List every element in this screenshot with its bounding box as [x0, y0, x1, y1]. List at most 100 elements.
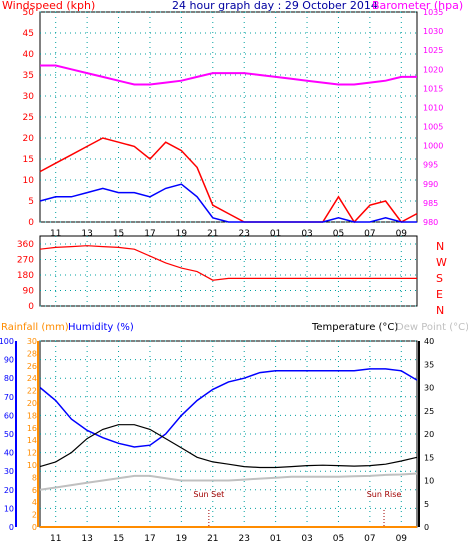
y-right-tick-label: 1015: [423, 84, 443, 93]
y-tick-label: 360: [17, 240, 34, 250]
compass-label: S: [436, 272, 443, 285]
legend-rainfall: Rainfall (mm): [1, 322, 69, 333]
y-tick-label: 20: [23, 134, 35, 144]
wind-axis-title: Windspeed (kph): [2, 0, 95, 12]
rainfall-tick-label: 14: [27, 436, 37, 445]
wind-direction-series: [39, 245, 417, 281]
y-right-tick-label: 985: [423, 199, 438, 208]
x-tick-label: 17: [144, 534, 155, 544]
wind-speed-line: [39, 183, 417, 223]
y-right-tick-label: 1000: [423, 142, 443, 151]
temperature-series: [39, 424, 418, 469]
y-right-tick-label: 995: [423, 161, 438, 170]
x-tick-label: 11: [50, 534, 61, 544]
wind-direction-line: [39, 245, 417, 281]
y-tick-label: 0: [28, 218, 34, 228]
temperature-tick-label: 10: [424, 477, 434, 486]
x-tick-label: 03: [301, 229, 312, 239]
wind-left-ticks: 0 5 10 15 20 25 30 35 40 45 50: [23, 8, 35, 228]
rainfall-tick-label: 2: [32, 511, 37, 520]
legend-dewpoint: Dew Point (°C): [396, 322, 468, 333]
direction-plot-frame: [39, 235, 418, 307]
dewpoint-line: [39, 472, 418, 491]
rainfall-tick-label: 30: [27, 337, 37, 346]
barometer-series: [40, 64, 417, 86]
y-tick-label: 25: [23, 113, 34, 123]
barometer-right-ticks: 980 985 990 995 1000 1005 1010 1015 1020 1025 1030…: [423, 8, 443, 227]
temperature-line: [39, 424, 418, 469]
legend-humidity: Humidity (%): [68, 322, 134, 333]
rainfall-tick-label: 16: [27, 424, 37, 433]
y-right-tick-label: 980: [423, 218, 438, 227]
rainfall-tick-label: 12: [27, 449, 37, 458]
barometer-line: [40, 64, 417, 86]
humidity-tick-label: 100: [0, 337, 14, 346]
sun-annotation-label: Sun Rise: [367, 490, 402, 499]
temperature-tick-label: 30: [424, 384, 434, 393]
y-tick-label: 90: [23, 287, 35, 297]
humidity-tick-label: 10: [4, 504, 14, 513]
temperature-ticks: 0 5 10 15 20 25 30 35 40: [424, 337, 434, 532]
x-tick-label: 15: [113, 534, 124, 544]
rainfall-tick-label: 8: [32, 473, 37, 482]
x-tick-label: 07: [364, 229, 375, 239]
legend-temperature: Temperature (°C): [311, 322, 398, 333]
barometer-axis-title: Barometer (hpa): [372, 0, 463, 12]
x-tick-label: 09: [396, 229, 408, 239]
y-tick-label: 0: [28, 302, 34, 312]
y-right-tick-label: 990: [423, 180, 438, 189]
y-right-tick-label: 1025: [423, 46, 443, 55]
x-tick-label: 13: [81, 534, 92, 544]
humidity-tick-label: 70: [4, 393, 14, 402]
rainfall-tick-label: 20: [27, 399, 37, 408]
humidity-tick-label: 90: [4, 356, 14, 365]
direction-grid: [40, 236, 417, 307]
temperature-tick-label: 5: [424, 500, 429, 509]
wind-x-ticks: 11 13 15 17 19 21 23 01 03 05 07 09: [50, 229, 407, 239]
x-tick-label: 05: [333, 229, 344, 239]
y-tick-label: 270: [17, 256, 34, 266]
rainfall-tick-label: 10: [27, 461, 37, 470]
x-tick-label: 01: [270, 534, 281, 544]
rainfall-tick-label: 28: [27, 349, 37, 358]
wind-speed-series: [39, 183, 417, 223]
compass-label: N: [436, 304, 444, 317]
y-tick-label: 50: [23, 8, 35, 18]
humidity-line: [39, 368, 418, 448]
y-tick-label: 10: [23, 176, 35, 186]
temperature-tick-label: 25: [424, 407, 434, 416]
x-tick-label: 05: [333, 534, 344, 544]
humidity-ticks: 0 10 20 30 40 50 60 70 80 90 100: [0, 337, 14, 532]
humidity-tick-label: 0: [9, 523, 14, 532]
rainfall-tick-label: 26: [27, 362, 37, 371]
rainfall-tick-label: 24: [27, 374, 37, 383]
x-tick-label: 09: [396, 534, 408, 544]
x-tick-label: 19: [176, 229, 188, 239]
humidity-tick-label: 60: [4, 411, 14, 420]
temperature-tick-label: 40: [424, 337, 434, 346]
direction-left-ticks: 0 90 180 270 360: [17, 240, 34, 312]
temperature-tick-label: 0: [424, 523, 429, 532]
temperature-grid: [15, 340, 420, 528]
humidity-tick-label: 30: [4, 467, 14, 476]
humidity-series: [39, 368, 418, 448]
compass-label: E: [436, 288, 443, 301]
y-right-tick-label: 1020: [423, 65, 443, 74]
x-tick-label: 11: [50, 229, 61, 239]
y-tick-label: 45: [23, 29, 34, 39]
rainfall-tick-label: 4: [32, 498, 37, 507]
temperature-tick-label: 20: [424, 430, 434, 439]
y-tick-label: 35: [23, 71, 34, 81]
x-tick-label: 15: [113, 229, 124, 239]
humidity-tick-label: 20: [4, 486, 14, 495]
y-tick-label: 30: [23, 92, 35, 102]
x-tick-label: 21: [207, 534, 218, 544]
y-right-tick-label: 1005: [423, 123, 443, 132]
x-tick-label: 07: [364, 534, 375, 544]
x-tick-label: 23: [238, 229, 249, 239]
sun-annotations: Sun Set Sun Rise: [193, 490, 401, 527]
